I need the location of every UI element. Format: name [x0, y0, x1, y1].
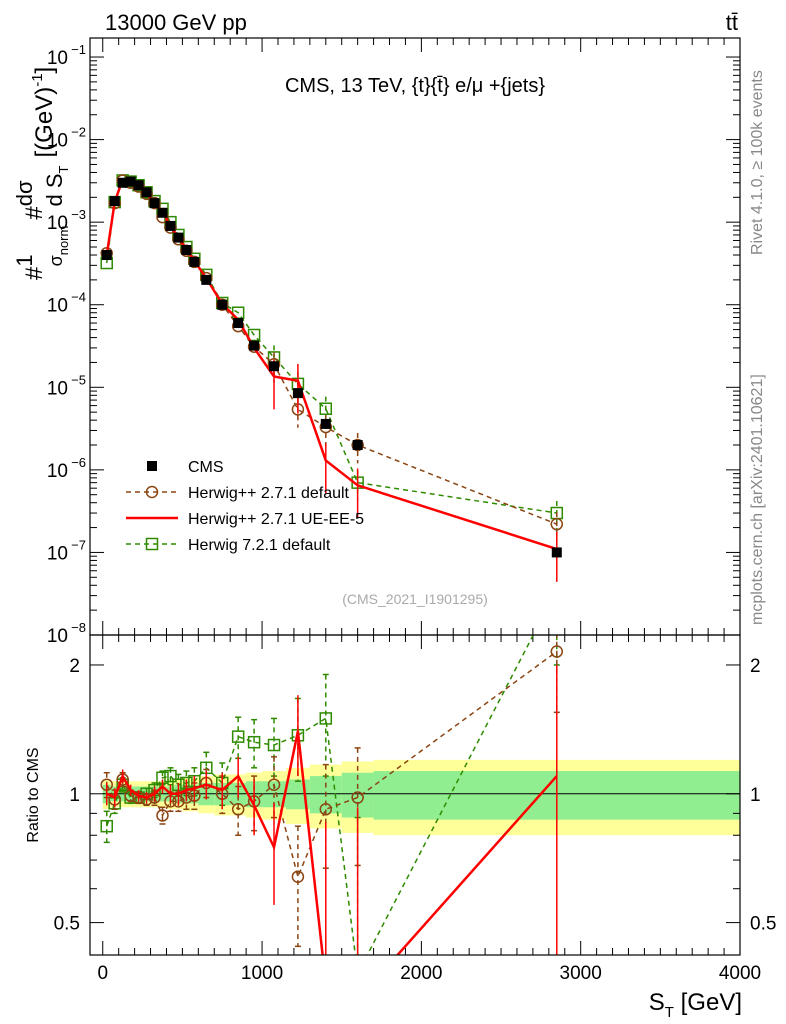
ratio-point-hpp [319, 803, 333, 816]
ratio-point-h7 [247, 735, 261, 749]
data-point-cms [173, 232, 184, 243]
data-point-hpp [188, 255, 201, 269]
data-point-cms [133, 180, 144, 191]
main-ytick-exponent: −7 [71, 537, 86, 552]
data-point-cms [117, 177, 128, 188]
ratio-point-hpp [267, 778, 281, 791]
ratio-point-h7 [231, 730, 245, 743]
data-point-cms [292, 388, 303, 399]
analysis-watermark: (CMS_2021_I1901295) [342, 591, 488, 607]
main-panel: 10−810−710−610−510−410−310−210−1 CMS, 13… [47, 37, 741, 647]
legend-label-h7: Herwig 7.2.1 default [188, 537, 331, 554]
ratio-ylabel: Ratio to CMS [25, 747, 42, 842]
main-ytick-label: 10 [47, 48, 68, 69]
main-ytick-exponent: −2 [71, 125, 86, 140]
x-tick-label: 4000 [719, 963, 761, 984]
energy-label: 13000 GeV pp [105, 10, 247, 35]
x-axis-label: ST [GeV] [649, 989, 742, 1021]
series-line-h7 [105, 179, 557, 514]
data-point-cms [551, 547, 562, 558]
chart-title: CMS, 13 TeV, {t}{t̄} e/μ +{jets} [285, 75, 545, 97]
legend-label-ue: Herwig++ 2.7.1 UE-EE-5 [188, 511, 364, 528]
ratio-ytick-label-left: 1 [69, 785, 80, 806]
rivet-version-label: Rivet 4.1.0, ≥ 100k events [749, 70, 766, 255]
ratio-point-hpp [550, 645, 564, 658]
main-ytick-label: 10 [47, 131, 68, 152]
ratio-point-hpp [231, 803, 245, 816]
ratio-frame [89, 634, 741, 956]
main-ytick-exponent: −3 [71, 207, 86, 222]
main-ytick-exponent: −5 [71, 372, 86, 387]
data-point-cms [125, 176, 136, 187]
data-point-hpp [550, 517, 564, 531]
data-point-cms [109, 196, 120, 207]
data-point-cms [101, 250, 112, 261]
main-ytick-label: 10 [47, 626, 68, 647]
data-point-cms [249, 340, 260, 351]
x-tick-label: 1000 [241, 963, 283, 984]
data-point-cms [217, 299, 228, 310]
legend-marker-h7 [145, 537, 159, 551]
main-ytick-label: 10 [47, 461, 68, 482]
legend-label-hpp: Herwig++ 2.7.1 default [188, 485, 350, 502]
main-ylabel-text: #1 σnorm#dσ d ST[(GeV)-1] [12, 67, 71, 280]
main-ytick-label: 10 [47, 296, 68, 317]
data-point-cms [320, 418, 331, 429]
main-ytick-label: 10 [47, 543, 68, 564]
data-point-cms [157, 207, 168, 218]
ratio-point-h7 [267, 738, 281, 752]
ratio-point-h7 [319, 712, 333, 725]
ratio-ytick-label-right: 0.5 [750, 914, 776, 935]
main-ylabel: #1 σnorm#dσ d ST[(GeV)-1] [12, 67, 71, 280]
data-point-hpp [215, 298, 229, 311]
data-point-cms [233, 318, 244, 329]
main-ytick-exponent: −6 [71, 455, 86, 470]
ratio-point-h7 [352, 968, 363, 979]
data-point-cms [181, 245, 192, 256]
ratio-point-h7 [100, 819, 113, 833]
data-point-cms [149, 198, 160, 209]
data-point-cms [201, 274, 212, 285]
legend-label-cms: CMS [188, 459, 224, 476]
ratio-point-hpp [291, 870, 305, 883]
main-ytick-exponent: −8 [71, 620, 86, 635]
ratio-point-hpp [156, 809, 169, 822]
ratio-ytick-label-right: 1 [750, 785, 761, 806]
ratio-ytick-label-left: 2 [69, 656, 80, 677]
main-ytick-label: 10 [47, 213, 68, 234]
source-label: mcplots.cern.ch [arXiv:2401.10621] [749, 374, 766, 625]
ratio-point-hpp [351, 791, 364, 804]
ratio-point-h7 [164, 769, 177, 783]
data-point-cms [141, 187, 152, 198]
ratio-point-h7 [551, 584, 562, 595]
data-point-h7 [319, 402, 333, 415]
data-point-cms [269, 361, 280, 372]
ratio-ytick-label-left: 0.5 [54, 914, 80, 935]
x-tick-label: 3000 [560, 963, 602, 984]
main-ytick-label: 10 [47, 378, 68, 399]
ratio-panel: 0.5 0.5 1 1 2 2 0 1000 2000 3000 4000 [54, 584, 776, 984]
data-point-hpp [148, 196, 161, 210]
ratio-ytick-label-right: 2 [750, 656, 761, 677]
data-point-hpp [351, 438, 364, 452]
main-ytick-exponent: −4 [71, 290, 86, 305]
x-tick-label: 2000 [400, 963, 442, 984]
legend: CMS Herwig++ 2.7.1 default Herwig++ 2.7.1 … [126, 459, 364, 554]
x-tick-label: 0 [97, 963, 108, 984]
data-point-cms [352, 440, 363, 451]
data-point-cms [165, 220, 176, 231]
process-label: tt̄ [726, 10, 738, 35]
legend-marker-hpp [145, 485, 159, 499]
legend-marker-cms [147, 461, 157, 471]
data-point-cms [189, 256, 200, 267]
main-ytick-exponent: −1 [71, 42, 86, 57]
